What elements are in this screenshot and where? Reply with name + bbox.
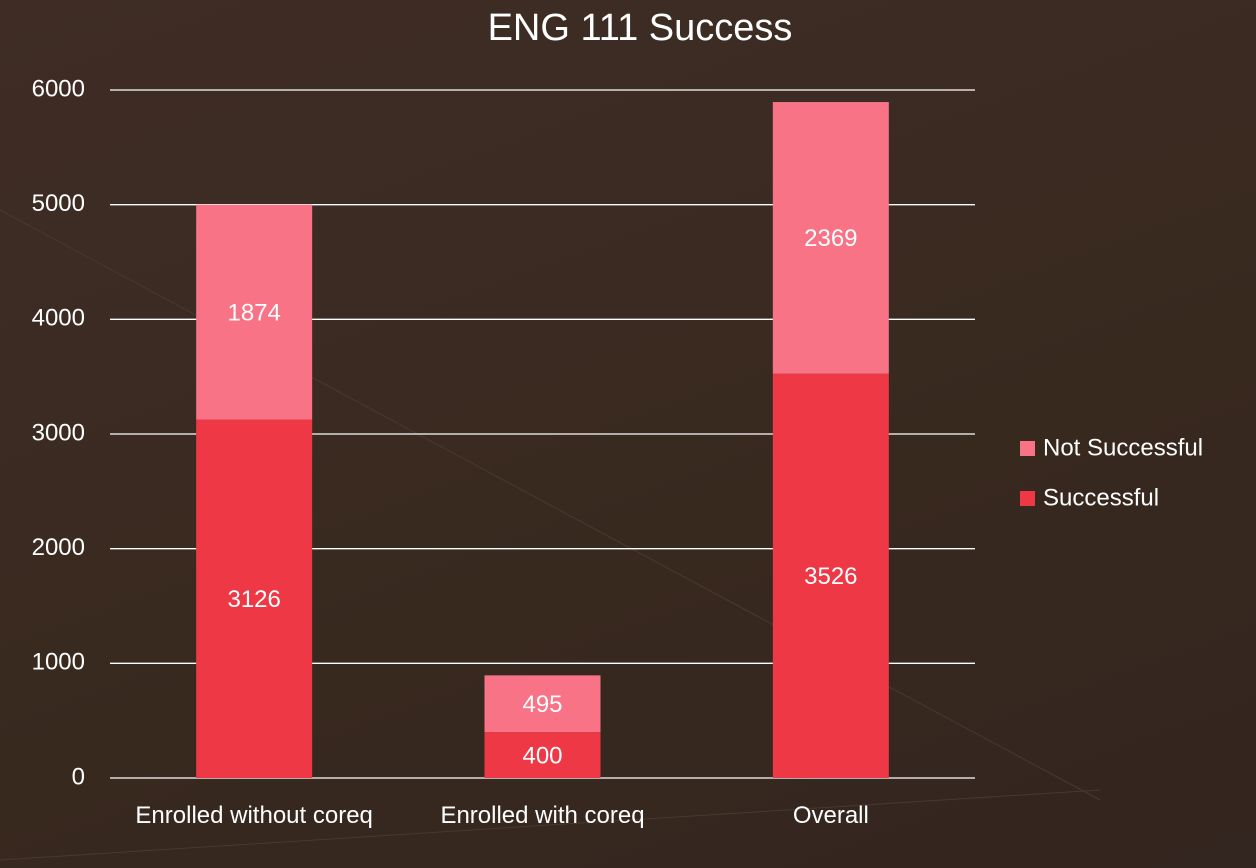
y-tick-label: 4000 bbox=[32, 305, 85, 332]
bar-segment bbox=[772, 373, 889, 778]
y-tick-label: 6000 bbox=[32, 75, 85, 102]
background-line bbox=[0, 789, 1101, 861]
bar-segment bbox=[196, 204, 313, 420]
legend-swatch bbox=[1020, 441, 1035, 456]
x-tick-label: Enrolled without coreq bbox=[135, 802, 373, 829]
data-label: 400 bbox=[522, 742, 562, 769]
bar-segment bbox=[484, 732, 601, 778]
legend-label: Successful bbox=[1043, 484, 1159, 511]
legend-swatch bbox=[1020, 491, 1035, 506]
bar-segment bbox=[772, 102, 889, 374]
data-label: 3526 bbox=[804, 563, 857, 590]
data-label: 1874 bbox=[227, 299, 280, 326]
decoration bbox=[0, 209, 1101, 861]
y-tick-label: 2000 bbox=[32, 534, 85, 561]
y-tick-label: 3000 bbox=[32, 419, 85, 446]
data-label: 495 bbox=[522, 691, 562, 718]
data-label: 3126 bbox=[227, 586, 280, 613]
bar-segment bbox=[484, 675, 601, 733]
y-tick-label: 0 bbox=[72, 763, 85, 790]
data-label: 2369 bbox=[804, 225, 857, 252]
legend-label: Not Successful bbox=[1043, 434, 1203, 461]
bar-segment bbox=[196, 419, 313, 778]
y-tick-label: 5000 bbox=[32, 190, 85, 217]
x-tick-label: Enrolled with coreq bbox=[440, 802, 645, 829]
chart-title: ENG 111 Success bbox=[488, 7, 793, 49]
x-tick-label: Overall bbox=[792, 802, 869, 829]
background-line bbox=[0, 209, 1101, 801]
y-tick-label: 1000 bbox=[32, 649, 85, 676]
